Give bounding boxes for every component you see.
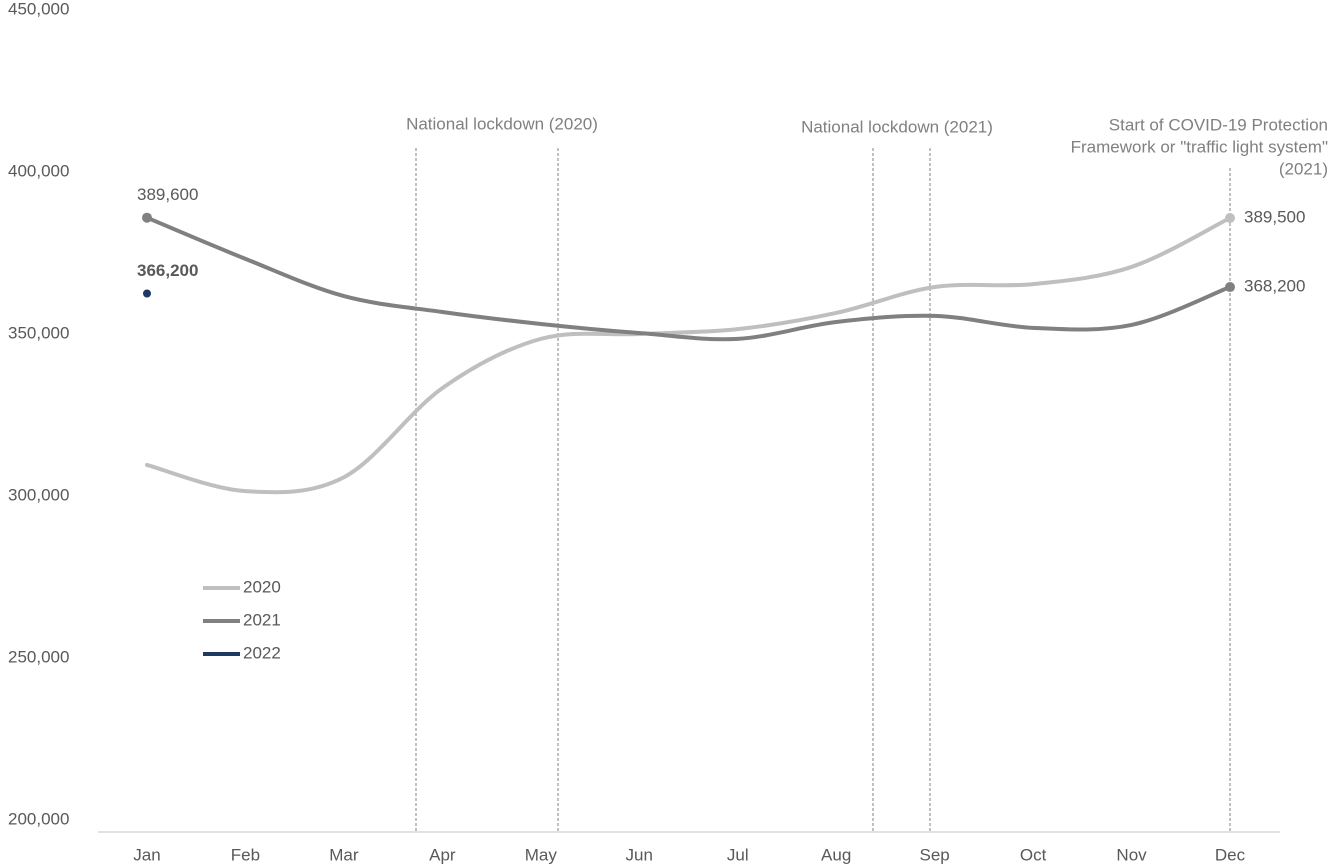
data-point	[1225, 282, 1235, 293]
data-label: 366,200	[137, 261, 198, 280]
series-line	[145, 215, 1232, 342]
legend-label: 2022	[243, 643, 281, 662]
annotation-text: National lockdown (2020)	[406, 114, 598, 133]
data-point	[1225, 213, 1235, 224]
y-tick-label: 350,000	[8, 323, 69, 342]
x-tick-label: Jan	[133, 845, 160, 864]
x-tick-label: Feb	[231, 845, 260, 864]
y-tick-label: 300,000	[8, 485, 69, 504]
x-tick-label: Oct	[1020, 845, 1047, 864]
annotation-text: (2021)	[1279, 159, 1328, 178]
x-tick-label: Aug	[821, 845, 851, 864]
data-label: 389,600	[137, 185, 198, 204]
y-tick-label: 200,000	[8, 809, 69, 828]
x-tick-label: Jun	[626, 845, 653, 864]
x-tick-label: Nov	[1116, 845, 1147, 864]
y-tick-label: 250,000	[8, 647, 69, 666]
y-tick-label: 450,000	[8, 0, 69, 18]
data-label: 368,200	[1244, 277, 1305, 296]
x-tick-label: Sep	[920, 845, 950, 864]
x-tick-label: May	[525, 845, 558, 864]
x-tick-label: Dec	[1215, 845, 1246, 864]
series-line	[145, 216, 1232, 495]
data-point	[142, 212, 152, 223]
x-tick-label: Apr	[429, 845, 456, 864]
data-label: 389,500	[1244, 208, 1305, 227]
y-tick-label: 400,000	[8, 161, 69, 180]
x-tick-label: Mar	[329, 845, 359, 864]
data-point	[143, 289, 151, 298]
annotation-text: Framework or "traffic light system"	[1071, 137, 1328, 156]
x-tick-label: Jul	[727, 845, 749, 864]
legend-label: 2020	[243, 577, 281, 596]
annotation-text: National lockdown (2021)	[801, 117, 993, 136]
legend-label: 2021	[243, 610, 281, 629]
annotation-text: Start of COVID-19 Protection	[1109, 115, 1328, 134]
